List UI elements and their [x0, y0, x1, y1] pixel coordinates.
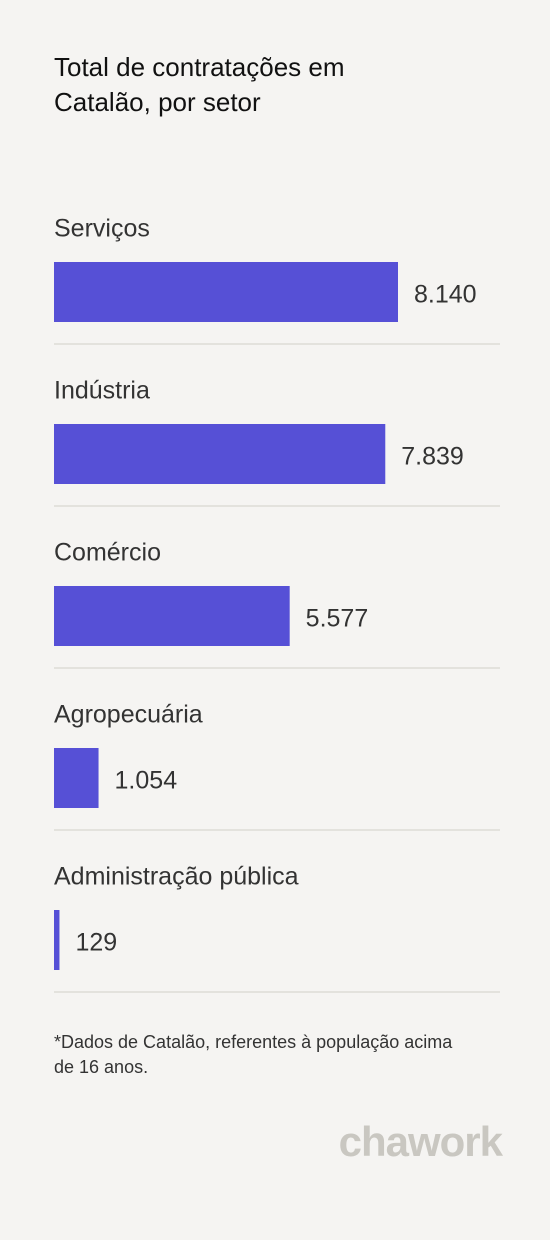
- bar: [54, 748, 99, 808]
- bar: [54, 424, 386, 484]
- brand-logo: chawork: [338, 1118, 503, 1165]
- category-label: Agropecuária: [54, 701, 203, 729]
- value-label: 1.054: [115, 767, 178, 795]
- bar: [54, 586, 290, 646]
- category-label: Serviços: [54, 215, 150, 243]
- category-label: Indústria: [54, 377, 150, 405]
- footnote: *Dados de Catalão, referentes à populaçã…: [54, 1032, 453, 1077]
- value-label: 5.577: [306, 605, 369, 633]
- bar: [54, 910, 60, 970]
- bar: [54, 262, 398, 322]
- value-label: 129: [75, 929, 117, 957]
- category-label: Comércio: [54, 539, 161, 567]
- chart-title: Total de contratações em Catalão, por se…: [54, 52, 345, 117]
- value-label: 7.839: [401, 443, 464, 471]
- value-label: 8.140: [414, 281, 477, 309]
- category-label: Administração pública: [54, 863, 299, 891]
- chart: Serviços 8.140 Indústria 7.839 Comércio 5.577…: [54, 215, 500, 993]
